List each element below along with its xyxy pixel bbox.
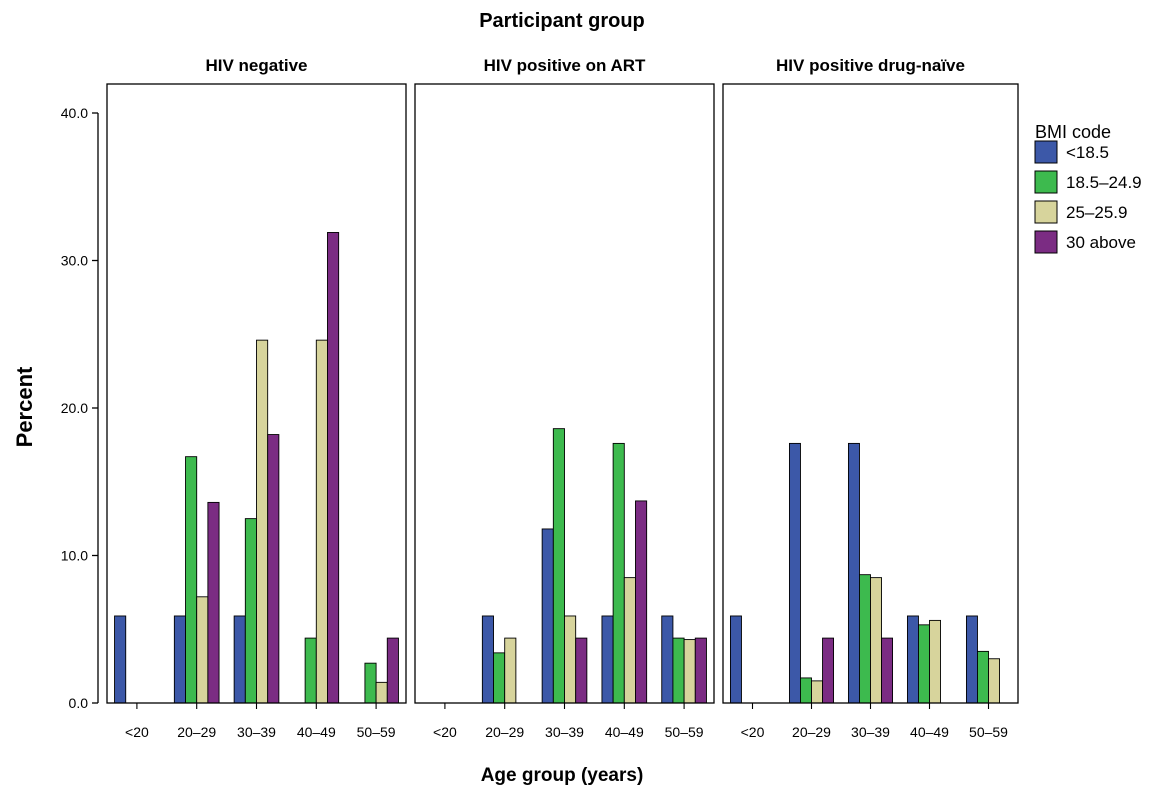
x-tick-label: <20 (125, 724, 149, 740)
panel-frame (106, 83, 407, 704)
y-axis-label: Percent (12, 366, 37, 447)
y-tick-label: 20.0 (61, 400, 88, 416)
panel-3: HIV positive drug-naïve <20 20–29 30–39 40–4… (722, 56, 1019, 740)
x-tick-label: 50–59 (969, 724, 1008, 740)
panel-title: HIV positive on ART (484, 56, 646, 75)
bar (601, 615, 614, 704)
legend: BMI code <18.5 18.5–24.9 25–25.9 30 above (1034, 122, 1142, 254)
x-tick-label: 30–39 (545, 724, 584, 740)
bar (267, 434, 280, 704)
bar (304, 637, 317, 704)
bar (481, 615, 494, 704)
panel-frame (722, 83, 1019, 704)
x-tick-label: 50–59 (665, 724, 704, 740)
x-tick-label: 50–59 (357, 724, 396, 740)
bar (870, 577, 882, 704)
y-tick-label: 40.0 (61, 105, 88, 121)
bar (811, 680, 823, 704)
bar (552, 428, 565, 704)
x-tick-label: <20 (433, 724, 457, 740)
bar (800, 677, 812, 704)
bar (196, 596, 209, 704)
x-axis-label: Age group (years) (481, 765, 644, 786)
bar (493, 652, 506, 704)
bar (822, 637, 835, 704)
bar (504, 637, 517, 704)
bar (881, 637, 894, 704)
y-tick-label: 10.0 (61, 548, 88, 564)
bar (564, 615, 577, 704)
bar (256, 339, 269, 704)
bar (672, 637, 685, 704)
bar (988, 658, 1000, 704)
panel-frame (414, 83, 715, 704)
bar (315, 339, 328, 704)
bar (977, 650, 989, 704)
x-tick-label: 20–29 (177, 724, 216, 740)
legend-label: 30 above (1066, 233, 1136, 252)
bar (683, 639, 696, 704)
legend-label: 25–25.9 (1066, 203, 1127, 222)
y-tick-label: 0.0 (69, 695, 89, 711)
x-tick-label: 40–49 (297, 724, 336, 740)
bar (575, 637, 588, 704)
x-tick-label: <20 (741, 724, 765, 740)
panel-title: HIV positive drug-naïve (776, 56, 965, 75)
legend-swatch (1034, 200, 1058, 224)
y-tick-label: 30.0 (61, 253, 88, 269)
bar (635, 500, 648, 704)
legend-swatch (1034, 140, 1058, 164)
bar (612, 442, 625, 704)
bar (729, 615, 742, 704)
bar (906, 615, 919, 704)
bar (965, 615, 978, 704)
bar (207, 501, 220, 704)
bar (375, 681, 388, 704)
legend-label: <18.5 (1066, 143, 1109, 162)
bar (233, 615, 246, 704)
bar (623, 577, 636, 704)
bar (114, 615, 127, 704)
bar (859, 574, 871, 704)
bar (185, 456, 198, 704)
bar (918, 624, 930, 704)
panel-title: HIV negative (205, 56, 307, 75)
panel-2: HIV positive on ART <20 20–29 30–39 40–49 50–… (414, 56, 715, 740)
x-tick-label: 30–39 (851, 724, 890, 740)
bar (661, 615, 674, 704)
legend-swatch (1034, 170, 1058, 194)
legend-swatch (1034, 230, 1058, 254)
bar (541, 528, 554, 704)
panel-1: HIV negative <20 20–29 30–39 40–49 50–59 (106, 56, 407, 740)
bar (929, 619, 941, 704)
x-tick-label: 20–29 (792, 724, 831, 740)
y-axis: 0.0 10.0 20.0 30.0 40.0 (61, 105, 99, 711)
bar (173, 615, 186, 704)
bar (694, 637, 707, 704)
bar (244, 518, 257, 704)
bar (327, 232, 340, 704)
bar (788, 442, 801, 704)
x-tick-label: 40–49 (910, 724, 949, 740)
chart-title: Participant group (479, 10, 645, 32)
bar (386, 637, 399, 704)
bar (847, 442, 860, 704)
bar (364, 662, 377, 704)
legend-label: 18.5–24.9 (1066, 173, 1142, 192)
x-tick-label: 20–29 (485, 724, 524, 740)
legend-title: BMI code (1035, 122, 1111, 142)
x-tick-label: 40–49 (605, 724, 644, 740)
x-tick-label: 30–39 (237, 724, 276, 740)
